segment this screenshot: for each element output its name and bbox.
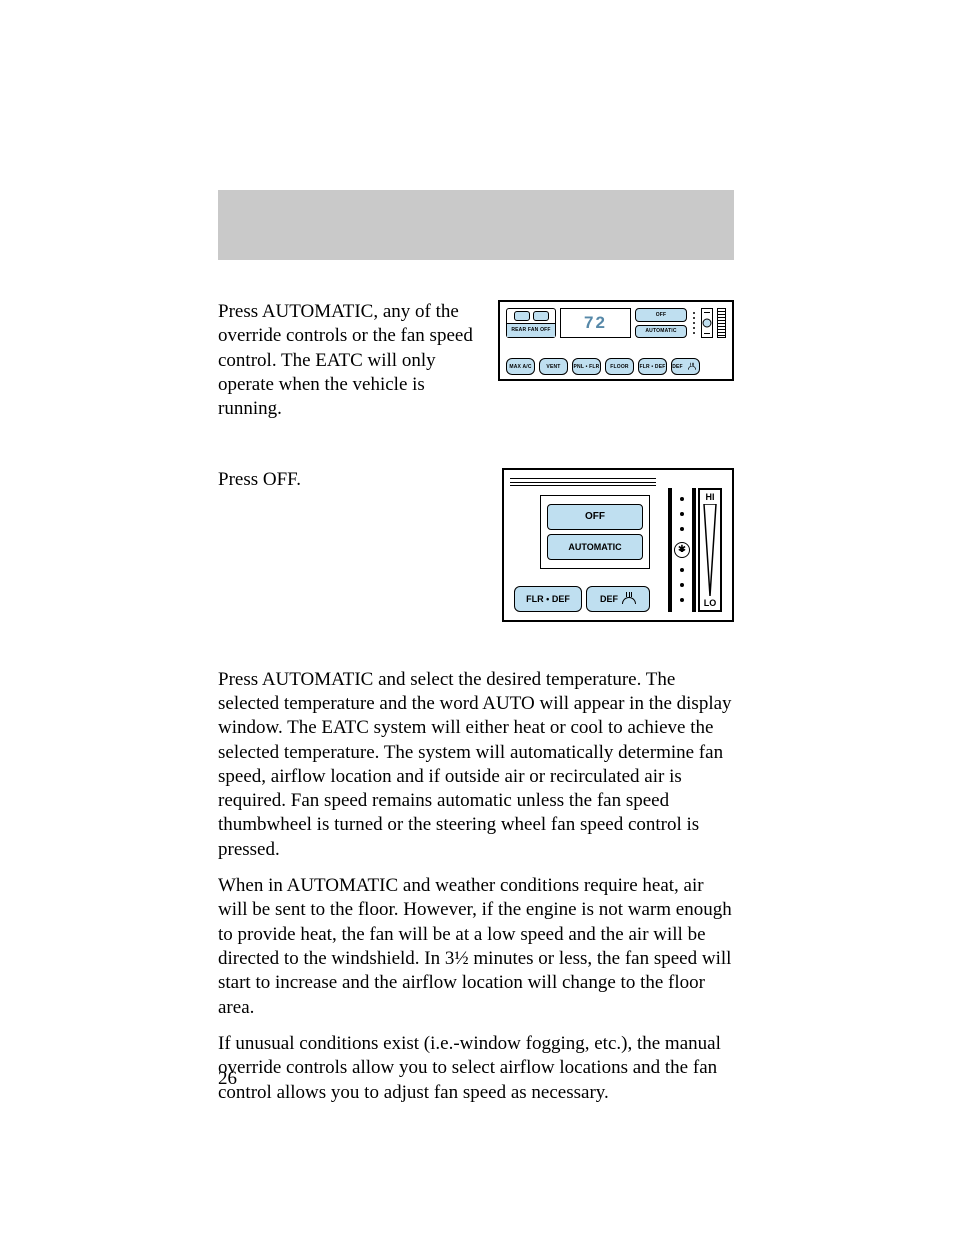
document-page: Press AUTOMATIC, any of the override con… — [0, 0, 954, 1235]
hi-label: HI — [700, 492, 720, 502]
header-band — [218, 190, 734, 260]
temperature-value: 72 — [584, 313, 607, 333]
def-button: DEF — [586, 586, 650, 612]
def-label: DEF — [672, 364, 683, 370]
floor-button: FLOOR — [605, 358, 634, 375]
page-content: Press AUTOMATIC, any of the override con… — [218, 300, 734, 1117]
vent-button: VENT — [539, 358, 568, 375]
temp-controls: REAR FAN OFF — [506, 308, 556, 338]
page-number: 26 — [218, 1068, 237, 1090]
fan-slider: HI LO — [698, 488, 722, 612]
slider-track-icon — [702, 504, 718, 596]
temp-down-icon — [514, 311, 530, 321]
def-label: DEF — [600, 594, 618, 604]
section-text: Press AUTOMATIC, any of the override con… — [218, 300, 498, 422]
rear-fan-off-button: REAR FAN OFF — [507, 324, 555, 338]
section-text: Press OFF. — [218, 468, 502, 492]
defrost-icon — [688, 364, 696, 370]
off-button: OFF — [635, 308, 687, 322]
fan-speed-assembly — [668, 488, 694, 612]
fan-icon — [703, 319, 712, 328]
fan-scale-dots — [691, 308, 697, 338]
eatc-full-diagram: REAR FAN OFF 72 OFF AUTOMATIC — [498, 300, 734, 381]
fan-indicator — [701, 308, 713, 338]
fan-thumbwheel — [717, 308, 726, 338]
body-paragraph: When in AUTOMATIC and weather conditions… — [218, 874, 734, 1020]
temp-rocker — [507, 309, 555, 324]
flr-def-button: FLR • DEF — [638, 358, 667, 375]
temp-up-icon — [533, 311, 549, 321]
section-turn-off: Press OFF. OFF AUTOMATIC FLR • DEF DEF — [218, 468, 734, 622]
max-ac-button: MAX A/C — [506, 358, 535, 375]
body-paragraph: If unusual conditions exist (i.e.-window… — [218, 1032, 734, 1105]
lo-label: LO — [700, 598, 720, 608]
mode-panel: OFF AUTOMATIC — [540, 495, 650, 569]
flr-def-button: FLR • DEF — [514, 586, 582, 612]
automatic-button: AUTOMATIC — [635, 325, 687, 339]
section-turn-on: Press AUTOMATIC, any of the override con… — [218, 300, 734, 422]
fan-icon — [674, 542, 690, 558]
eatc-zoom-diagram: OFF AUTOMATIC FLR • DEF DEF — [502, 468, 734, 622]
automatic-button: AUTOMATIC — [547, 534, 643, 560]
off-button: OFF — [547, 504, 643, 530]
temperature-display: 72 — [560, 308, 631, 338]
defrost-icon — [622, 594, 636, 604]
pnl-flr-button: PNL • FLR — [572, 358, 601, 375]
body-paragraph: Press AUTOMATIC and select the desired t… — [218, 668, 734, 863]
def-button: DEF — [671, 358, 700, 375]
